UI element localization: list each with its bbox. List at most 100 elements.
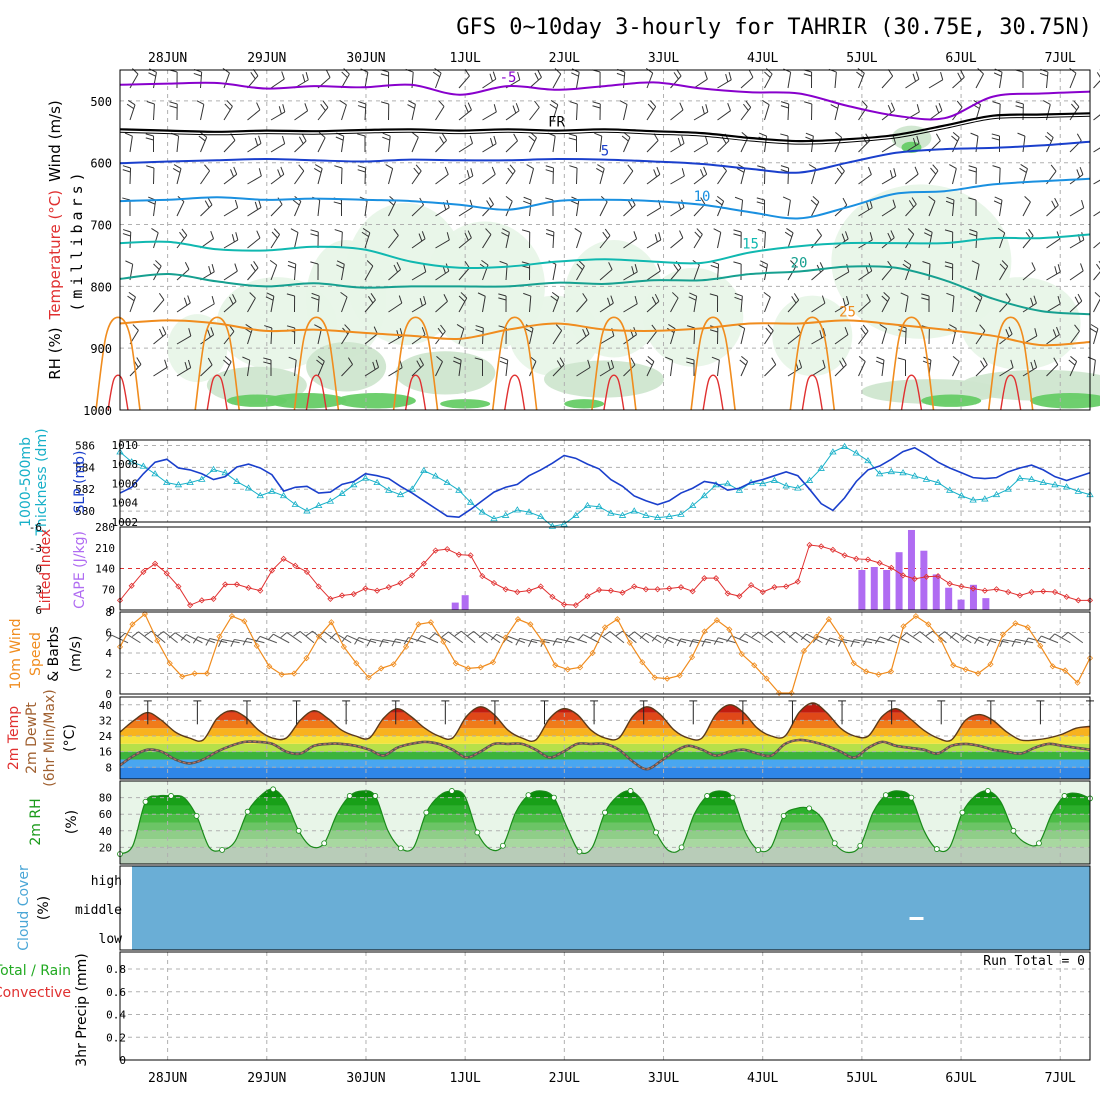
wind-grid (120, 612, 1090, 694)
barb-staff (458, 328, 465, 345)
barb-feather (470, 168, 474, 177)
barb-feather (416, 635, 422, 642)
barb-staff (552, 364, 565, 377)
barb-feather (298, 136, 304, 144)
barb-feather (408, 100, 416, 105)
rh-marker (678, 844, 685, 851)
barb-staff (670, 109, 684, 121)
wind-marker (850, 660, 857, 667)
barb-feather (464, 232, 469, 241)
wind-marker (315, 633, 323, 640)
top-date-label: 29JUN (247, 51, 286, 66)
barb-staff (670, 206, 685, 217)
thickness-marker (443, 478, 451, 486)
barb-feather (893, 168, 897, 177)
barb-feather (1024, 196, 1031, 203)
barb-feather (780, 133, 789, 137)
barb-feather (1050, 164, 1057, 172)
rh-marker (882, 792, 889, 799)
thickness-marker (805, 476, 814, 483)
li-marker (794, 578, 801, 585)
bl-inner-loop (900, 374, 923, 411)
barb-staff (670, 328, 676, 345)
barb-feather (912, 73, 917, 82)
barb-staff (999, 367, 1014, 377)
rh-band (120, 830, 1090, 840)
barb-feather (1010, 359, 1014, 368)
barb-feather (709, 329, 718, 333)
bl-loop (789, 316, 836, 411)
bottom-date-label: 6JUL (945, 1071, 976, 1086)
thickness-marker (946, 486, 954, 493)
barb-feather (928, 195, 936, 202)
barb-staff (435, 239, 450, 249)
rh-marker (831, 840, 838, 847)
cape-bar (451, 602, 459, 610)
wind-marker (253, 642, 260, 649)
barb-feather (812, 635, 819, 643)
barb-feather (810, 199, 818, 206)
barb-staff (705, 638, 724, 644)
barb-feather (1011, 639, 1016, 647)
barb-feather (892, 135, 897, 144)
barb-staff (670, 143, 685, 153)
precip-units: 3hr Precip (mm) (74, 953, 90, 1066)
wind-marker (763, 675, 770, 682)
barb-staff (670, 297, 679, 313)
barb-feather (805, 132, 814, 137)
barb-feather (733, 229, 742, 233)
barb-staff (693, 78, 708, 89)
thickness-marker (291, 500, 300, 507)
barb-feather (903, 259, 912, 266)
barb-feather (198, 135, 206, 142)
barb-feather (977, 68, 984, 75)
bl-loop (194, 316, 240, 411)
barb-feather (210, 327, 215, 335)
barb-staff (1093, 80, 1100, 89)
barb-feather (385, 164, 393, 169)
li-marker (631, 583, 638, 590)
barb-feather (645, 67, 654, 74)
barb-staff (787, 299, 800, 313)
barb-feather (582, 328, 587, 337)
barb-staff (596, 632, 612, 644)
temp-band (120, 743, 1090, 752)
rh-marker (755, 846, 762, 853)
contour-label: 10 (694, 189, 711, 205)
barb-feather (634, 264, 638, 273)
barb-feather (305, 72, 309, 81)
wind-marker (353, 660, 360, 667)
wind-marker (825, 616, 832, 623)
li-marker (993, 586, 1000, 593)
barb-feather (411, 131, 419, 138)
barb-staff (411, 170, 422, 185)
barb-feather (334, 229, 343, 233)
barb-staff (458, 237, 472, 249)
thickness-tick: 582 (75, 483, 95, 496)
barb-feather (821, 295, 826, 304)
barb-feather (676, 638, 682, 647)
li-marker (444, 546, 451, 553)
barb-staff (341, 330, 351, 345)
barb-feather (607, 297, 611, 306)
barb-staff (978, 636, 997, 644)
barb-staff (458, 175, 474, 185)
rh-marker (397, 845, 404, 852)
li-marker (958, 583, 965, 590)
barb-staff (129, 231, 132, 249)
barb-feather (907, 228, 915, 235)
barb-feather (173, 164, 182, 169)
barb-feather (630, 197, 636, 206)
barb-feather (267, 633, 274, 641)
barb-feather (361, 231, 369, 237)
barb-feather (839, 164, 845, 172)
barb-feather (856, 71, 864, 78)
barb-feather (310, 233, 319, 237)
barb-feather (825, 637, 831, 646)
barb-feather (164, 359, 168, 368)
cape-tick: 210 (95, 542, 115, 555)
barb-feather (122, 233, 131, 237)
barb-feather (1015, 101, 1024, 105)
thickness-tick: 584 (75, 461, 95, 474)
